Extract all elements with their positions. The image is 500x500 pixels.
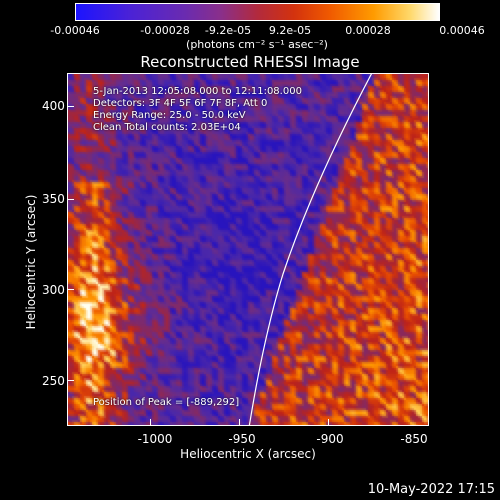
info-energy-range: Energy Range: 25.0 - 50.0 keV (93, 110, 246, 121)
info-detectors: Detectors: 3F 4F 5F 6F 7F 8F, Att 0 (93, 98, 268, 109)
image-plot (67, 73, 429, 426)
rhessi-image (68, 74, 428, 425)
colorbar (75, 3, 440, 21)
info-time-range: 5-Jan-2013 12:05:08.000 to 12:11:08.000 (93, 86, 302, 97)
y-tick-label: 250 (42, 374, 65, 388)
colorbar-tick: -0.00046 (50, 24, 100, 37)
colorbar-tick: -0.00028 (140, 24, 190, 37)
y-axis-label: Heliocentric Y (arcsec) (24, 194, 38, 330)
y-tick-label: 400 (42, 99, 65, 113)
limb-line (248, 74, 373, 425)
info-total-counts: Clean Total counts: 2.03E+04 (93, 122, 241, 133)
x-axis-label: Heliocentric X (arcsec) (180, 447, 316, 461)
peak-position: Position of Peak = [-889,292] (93, 397, 240, 408)
colorbar-tick: -9.2e-05 (204, 24, 252, 37)
y-tick-label: 300 (42, 283, 65, 297)
plot-title: Reconstructed RHESSI Image (140, 53, 360, 71)
x-tick-label: -950 (228, 432, 256, 446)
colorbar-tick: 9.2e-05 (268, 24, 312, 37)
timestamp: 10-May-2022 17:15 (367, 482, 495, 497)
colorbar-unit: (photons cm⁻² s⁻¹ asec⁻²) (186, 38, 328, 51)
x-tick-label: -850 (400, 432, 428, 446)
x-tick-label: -1000 (137, 432, 173, 446)
y-tick-label: 350 (42, 192, 65, 206)
colorbar-tick: 0.00028 (345, 24, 391, 37)
x-tick-label: -900 (316, 432, 344, 446)
colorbar-tick: 0.00046 (439, 24, 485, 37)
